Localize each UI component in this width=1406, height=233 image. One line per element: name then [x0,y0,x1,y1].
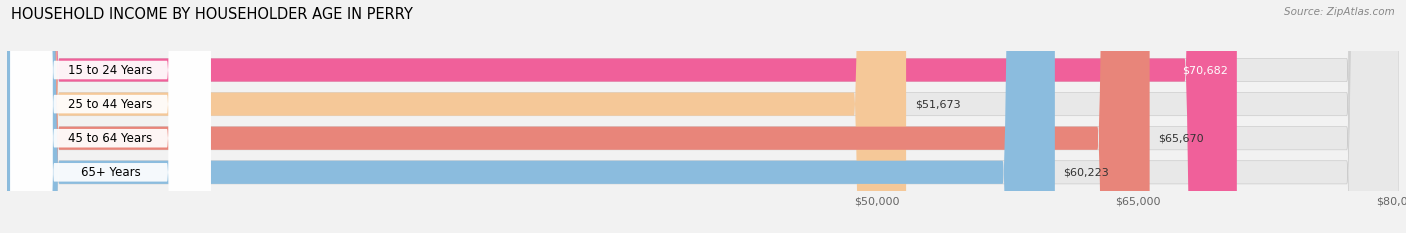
FancyBboxPatch shape [10,0,211,233]
FancyBboxPatch shape [7,0,1054,233]
FancyBboxPatch shape [7,0,1399,233]
FancyBboxPatch shape [7,0,1399,233]
FancyBboxPatch shape [7,0,905,233]
FancyBboxPatch shape [7,0,1237,233]
Text: 25 to 44 Years: 25 to 44 Years [69,98,153,111]
FancyBboxPatch shape [7,0,1150,233]
FancyBboxPatch shape [10,0,211,233]
Text: 45 to 64 Years: 45 to 64 Years [69,132,153,145]
FancyBboxPatch shape [7,0,1399,233]
FancyBboxPatch shape [7,0,1399,233]
Text: $60,223: $60,223 [1063,167,1109,177]
Text: $51,673: $51,673 [915,99,960,109]
Text: Source: ZipAtlas.com: Source: ZipAtlas.com [1284,7,1395,17]
FancyBboxPatch shape [10,0,211,233]
Text: $70,682: $70,682 [1182,65,1229,75]
FancyBboxPatch shape [10,0,211,233]
Text: 15 to 24 Years: 15 to 24 Years [69,64,153,76]
Text: HOUSEHOLD INCOME BY HOUSEHOLDER AGE IN PERRY: HOUSEHOLD INCOME BY HOUSEHOLDER AGE IN P… [11,7,413,22]
Text: $65,670: $65,670 [1159,133,1204,143]
Text: 65+ Years: 65+ Years [80,166,141,179]
